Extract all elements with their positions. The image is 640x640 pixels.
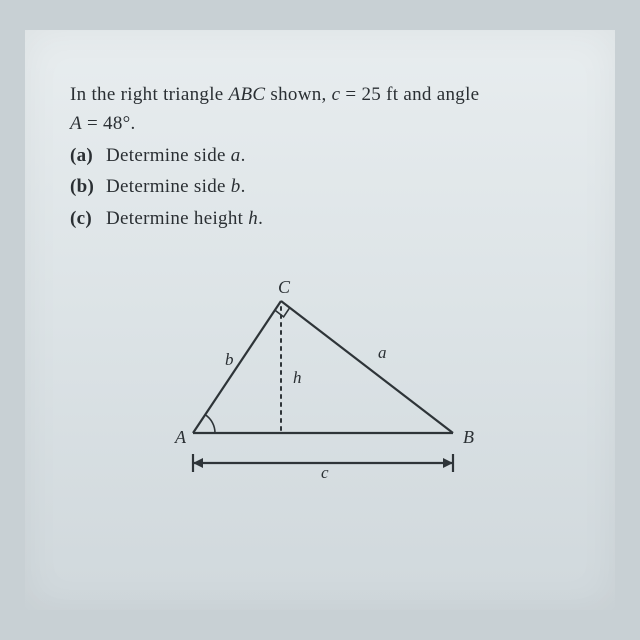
- part-text-post: .: [241, 176, 246, 197]
- problem-part: (a)Determine side a.: [70, 141, 575, 170]
- part-var: a: [231, 145, 241, 166]
- problem-part: (b)Determine side b.: [70, 172, 575, 201]
- var-a: A: [70, 113, 82, 134]
- vertex-label: A: [174, 427, 187, 447]
- part-label: (c): [70, 204, 106, 233]
- problem-line-1: In the right triangle ABC shown, c = 25 …: [70, 80, 575, 109]
- part-text-pre: Determine side: [106, 145, 231, 166]
- part-var: b: [231, 176, 241, 197]
- arrowhead-left-icon: [193, 458, 203, 468]
- side-bc: [281, 301, 453, 433]
- angle-arc-a: [205, 415, 215, 433]
- side-ac: [193, 301, 281, 433]
- vertex-label: C: [278, 277, 291, 297]
- part-text-post: .: [241, 145, 246, 166]
- part-text-pre: Determine height: [106, 208, 248, 229]
- part-label: (b): [70, 172, 106, 201]
- arrowhead-right-icon: [443, 458, 453, 468]
- text-eq2: = 48°.: [82, 113, 136, 134]
- problem-part: (c)Determine height h.: [70, 204, 575, 233]
- triangle-svg: A B Ca b h c: [153, 273, 493, 503]
- part-var: h: [248, 208, 258, 229]
- problem-statement: In the right triangle ABC shown, c = 25 …: [70, 80, 575, 233]
- page-region: In the right triangle ABC shown, c = 25 …: [25, 30, 615, 610]
- side-label: h: [293, 368, 302, 387]
- triangle-diagram: A B Ca b h c: [70, 273, 575, 503]
- text-mid: shown,: [265, 84, 331, 105]
- right-angle-mark: [274, 308, 289, 317]
- part-text-post: .: [258, 208, 263, 229]
- problem-line-2: A = 48°.: [70, 109, 575, 138]
- vertex-label: B: [463, 427, 474, 447]
- side-label: b: [225, 350, 234, 369]
- part-text-pre: Determine side: [106, 176, 231, 197]
- triangle-name: ABC: [229, 84, 266, 105]
- part-label: (a): [70, 141, 106, 170]
- side-label: c: [321, 463, 329, 482]
- text-pre: In the right triangle: [70, 84, 229, 105]
- side-label: a: [378, 343, 387, 362]
- text-eq: = 25 ft and angle: [340, 84, 479, 105]
